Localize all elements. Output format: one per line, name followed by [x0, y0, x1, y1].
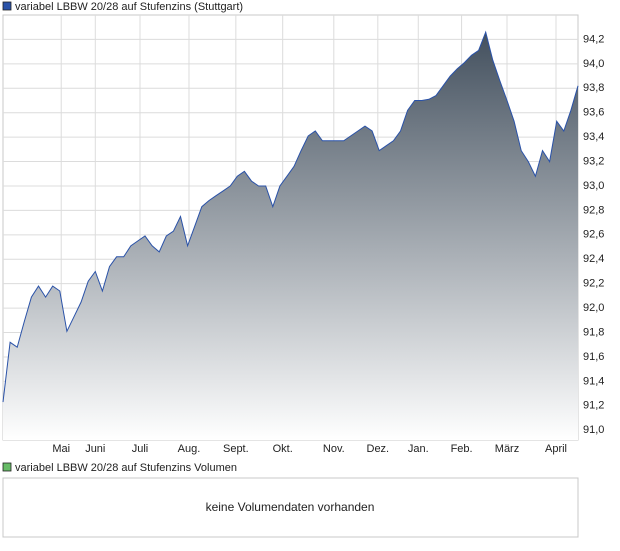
legend-label: variabel LBBW 20/28 auf Stufenzins Volum…	[15, 462, 237, 474]
x-tick-label: Sept.	[223, 443, 249, 455]
y-tick-label: 93,4	[583, 131, 604, 143]
y-tick-label: 94,2	[583, 33, 604, 45]
y-tick-label: 93,2	[583, 155, 604, 167]
x-tick-label: Feb.	[451, 443, 473, 455]
y-tick-label: 91,8	[583, 326, 604, 338]
x-tick-label: Mai	[52, 443, 70, 455]
legend-swatch	[2, 462, 12, 472]
y-tick-label: 92,0	[583, 302, 604, 314]
y-tick-label: 92,8	[583, 204, 604, 216]
volume-message: keine Volumendaten vorhanden	[206, 500, 375, 514]
x-tick-label: Dez.	[367, 443, 390, 455]
y-tick-label: 91,6	[583, 351, 604, 363]
x-tick-label: Nov.	[323, 443, 345, 455]
x-tick-label: Aug.	[178, 443, 201, 455]
y-tick-label: 91,0	[583, 424, 604, 436]
x-tick-label: April	[545, 443, 567, 455]
y-tick-label: 93,8	[583, 82, 604, 94]
y-tick-label: 93,6	[583, 107, 604, 119]
line	[2, 30, 579, 403]
x-tick-label: Jan.	[408, 443, 429, 455]
x-tick-label: Juli	[132, 443, 149, 455]
x-tick-label: Okt.	[273, 443, 293, 455]
y-tick-label: 94,0	[583, 58, 604, 70]
area	[3, 32, 578, 440]
y-tick-label: 92,2	[583, 278, 604, 290]
y-tick-label: 92,6	[583, 229, 604, 241]
volume-frame	[2, 477, 579, 538]
y-tick-label: 91,4	[583, 375, 604, 387]
x-tick-label: Juni	[85, 443, 105, 455]
legend-label: variabel LBBW 20/28 auf Stufenzins (Stut…	[15, 1, 243, 13]
y-tick-label: 91,2	[583, 400, 604, 412]
x-tick-label: März	[495, 443, 519, 455]
legend-swatch	[2, 1, 12, 11]
y-tick-label: 92,4	[583, 253, 604, 265]
y-tick-label: 93,0	[583, 180, 604, 192]
